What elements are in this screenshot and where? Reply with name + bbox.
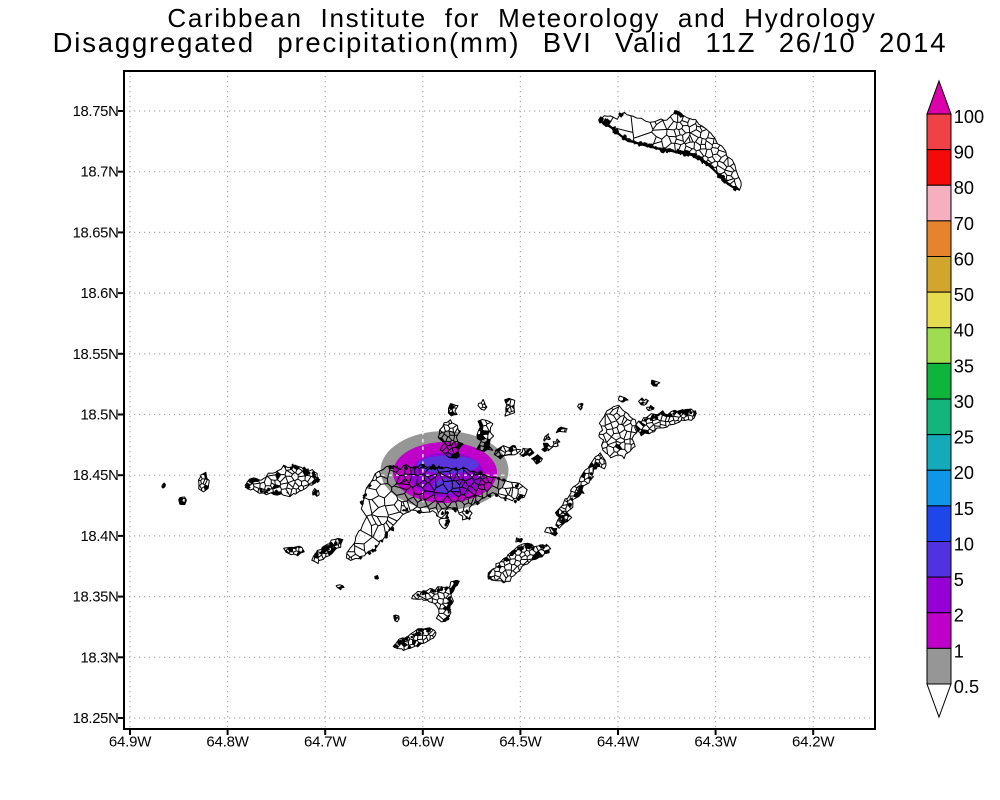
- svg-text:18.35N: 18.35N: [73, 590, 119, 606]
- svg-text:64.3W: 64.3W: [694, 734, 737, 751]
- svg-text:70: 70: [954, 214, 974, 234]
- svg-text:Disaggregated precipitation(mm: Disaggregated precipitation(mm) BVI Vali…: [53, 27, 948, 58]
- svg-text:80: 80: [954, 178, 974, 198]
- svg-text:100: 100: [954, 107, 984, 127]
- svg-text:18.6N: 18.6N: [81, 286, 119, 302]
- svg-text:64.9W: 64.9W: [109, 734, 152, 751]
- svg-text:18.25N: 18.25N: [73, 711, 119, 727]
- svg-text:40: 40: [954, 321, 974, 341]
- svg-text:2: 2: [954, 606, 964, 626]
- svg-text:64.8W: 64.8W: [206, 734, 249, 751]
- svg-text:18.7N: 18.7N: [81, 165, 119, 181]
- svg-text:Caribbean Institute for Meteor: Caribbean Institute for Meteorology and …: [167, 3, 876, 33]
- svg-text:50: 50: [954, 285, 974, 305]
- svg-text:18.65N: 18.65N: [73, 225, 119, 241]
- svg-text:18.45N: 18.45N: [73, 468, 119, 484]
- svg-text:90: 90: [954, 143, 974, 163]
- svg-text:10: 10: [954, 534, 974, 554]
- svg-text:64.7W: 64.7W: [304, 734, 347, 751]
- svg-text:18.3N: 18.3N: [81, 650, 119, 666]
- svg-text:35: 35: [954, 356, 974, 376]
- svg-text:25: 25: [954, 428, 974, 448]
- svg-text:64.2W: 64.2W: [792, 734, 835, 751]
- svg-text:0.5: 0.5: [954, 677, 979, 697]
- svg-text:64.5W: 64.5W: [499, 734, 542, 751]
- svg-text:5: 5: [954, 570, 964, 590]
- svg-text:1: 1: [954, 641, 964, 661]
- svg-text:18.55N: 18.55N: [73, 347, 119, 363]
- svg-text:18.4N: 18.4N: [81, 529, 119, 545]
- svg-text:15: 15: [954, 499, 974, 519]
- svg-text:64.6W: 64.6W: [402, 734, 445, 751]
- svg-text:18.5N: 18.5N: [81, 408, 119, 424]
- svg-text:30: 30: [954, 392, 974, 412]
- svg-text:18.75N: 18.75N: [73, 104, 119, 120]
- svg-text:64.4W: 64.4W: [597, 734, 640, 751]
- svg-text:20: 20: [954, 463, 974, 483]
- svg-text:60: 60: [954, 249, 974, 269]
